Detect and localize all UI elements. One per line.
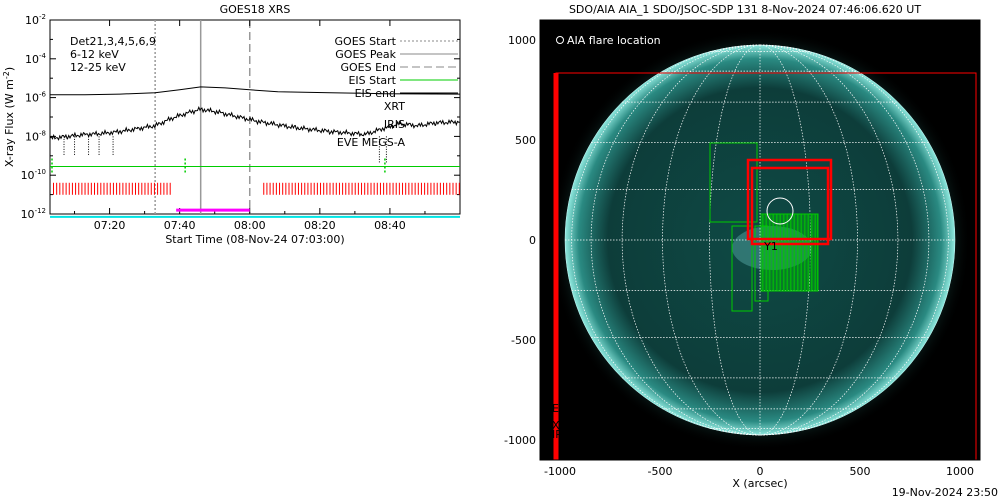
left-x-tick-label: 08:40 [374,219,406,232]
longitude-line [571,44,761,436]
longitude-line [759,44,811,436]
event-legend-item: XRT [384,100,405,113]
left-x-tick-label: 08:00 [234,219,266,232]
goes-time-markers [154,20,251,214]
y-label-exponent: -2 [2,71,11,79]
aia-image-plot: SDO/AIA AIA_1 SDO/JSOC-SDP 131 8-Nov-202… [504,3,998,499]
left-y-tick-label: 10-4 [25,52,47,66]
right-x-tick-label: -500 [648,465,673,478]
left-y-tick-label: 10-2 [25,13,46,27]
tick-exponent: -10 [35,168,46,176]
y-label-close: ) [3,67,16,71]
fov-legend-item: IRIS FOV [552,428,599,441]
xray-flux-series [49,86,461,164]
longitude-line [621,44,761,436]
left-x-tick-label: 07:20 [94,219,126,232]
eis-fov-box [709,142,758,223]
right-chart-title: SDO/AIA AIA_1 SDO/JSOC-SDP 131 8-Nov-202… [569,3,921,16]
event-legend-item: GOES End [340,61,396,74]
longitude-line [759,44,949,436]
tick-base: 10 [25,130,39,143]
xrt-fov-box [750,166,830,246]
right-y-axis: 1000 500 0 -500 -1000 [504,34,546,447]
right-y-tick-label: -500 [511,334,536,347]
left-x-tick-label: 07:40 [164,219,196,232]
event-legend-item: GOES Start [335,35,397,48]
flare-location-label: AIA flare location [567,34,661,47]
xrt-fov-box [746,158,833,241]
flare-location-annotation: AIA flare location [556,34,661,47]
event-legend-item: EVE MEGS-A [337,136,406,149]
flux-series-short [49,105,461,141]
longitude-line [662,44,761,436]
y-label-main: X-ray Flux (W m [3,79,16,167]
fov-legend-item: XRT FOV [552,419,599,432]
tick-exponent: -2 [39,13,46,21]
left-y-tick-label: 10-6 [25,91,47,105]
right-y-tick-label: -1000 [504,434,536,447]
footer-timestamp: 19-Nov-2024 23:50 [892,486,998,499]
left-y-tick-label: 10-10 [21,168,46,182]
tick-base: 10 [25,53,39,66]
eis-fov-box [731,225,753,312]
energy-band-legend-item: 12-25 keV [70,61,126,74]
right-x-tick-label: 0 [757,465,764,478]
longitude-line [759,44,858,436]
longitude-line [759,44,930,436]
flare-circle [766,197,794,225]
left-y-tick-label: 10-12 [21,207,46,221]
event-legend-item: GOES Peak [335,48,396,61]
event-legend-item: IRIS [384,118,405,131]
event-legend-item: EIS end [355,87,396,100]
tick-exponent: -6 [39,91,47,99]
longitude-line [759,44,899,436]
right-y-tick-label: 500 [515,134,536,147]
right-x-tick-label: 1000 [946,465,974,478]
tick-base: 10 [21,208,35,221]
energy-band-legend-item: 6-12 keV [70,48,119,61]
longitude-line [590,44,761,436]
fov-legend-item: EIS FOV [552,402,595,415]
right-y-tick-label: 0 [529,234,536,247]
tick-base: 10 [25,92,39,105]
left-x-axis: 07:20 07:40 08:00 08:20 08:40 [74,20,426,232]
left-x-tick-label: 08:20 [304,219,336,232]
longitude-line [709,44,761,436]
right-x-axis: -1000 -500 0 500 1000 [544,454,974,478]
tick-base: 10 [21,169,35,182]
right-x-tick-label: 500 [850,465,871,478]
tick-exponent: -4 [39,52,47,60]
fov-boxes: Y1 [553,72,977,460]
energy-band-legend-item: Det21,3,4,5,6,9 [70,35,156,48]
event-legend-item: EIS Start [348,74,396,87]
right-x-tick-label: -1000 [544,465,576,478]
tick-base: 10 [25,14,39,27]
instrument-coverage-bars [50,158,460,218]
tick-exponent: -8 [39,129,46,137]
flare-marker-icon [556,36,564,44]
iris-slit-label: Y1 [763,240,778,253]
right-x-axis-label: X (arcsec) [732,477,787,490]
flux-series-long [50,86,461,96]
left-y-tick-label: 10-8 [25,129,46,143]
right-y-tick-label: 1000 [508,34,536,47]
tick-exponent: -12 [35,207,46,215]
left-x-axis-label: Start Time (08-Nov-24 07:03:00) [165,233,344,246]
left-y-axis-label: X-ray Flux (W m-2) [2,67,16,167]
left-chart-title: GOES18 XRS [220,3,291,16]
